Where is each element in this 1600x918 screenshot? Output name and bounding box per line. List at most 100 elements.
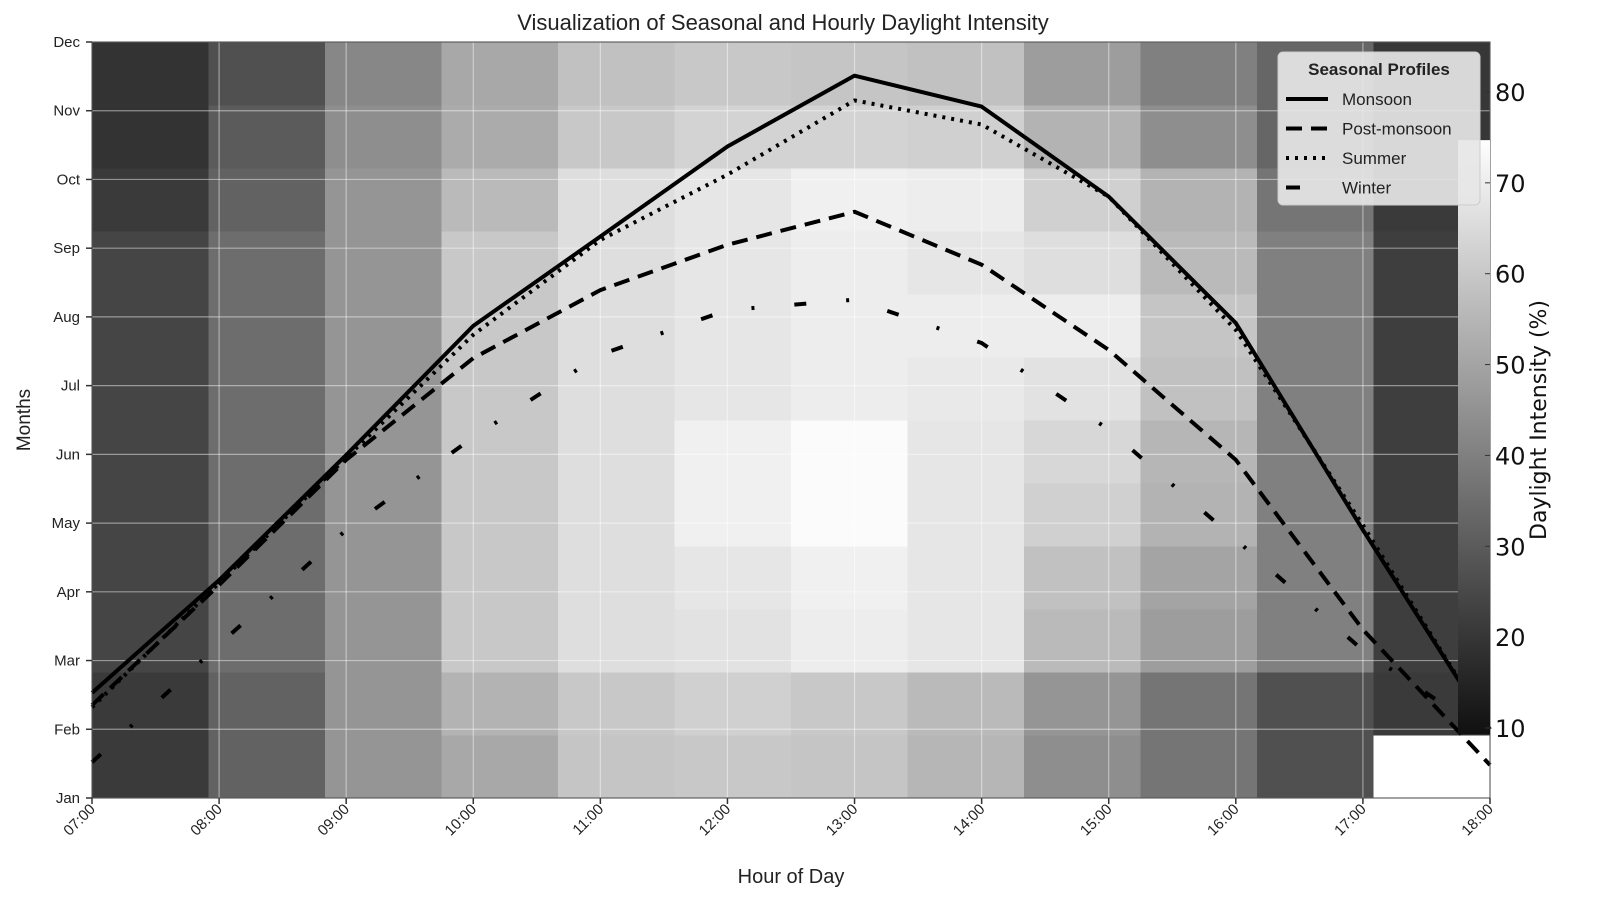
heatmap-cell bbox=[208, 294, 326, 358]
colorbar-label: Daylight Intensity (%) bbox=[1527, 300, 1552, 540]
heatmap-cell bbox=[907, 42, 1025, 106]
heatmap-cell bbox=[92, 483, 209, 547]
heatmap-cell bbox=[92, 42, 209, 106]
x-tick-label: 17:00 bbox=[1331, 801, 1370, 840]
heatmap-cell bbox=[1024, 735, 1141, 799]
heatmap-cell bbox=[674, 546, 792, 610]
y-tick-label: Oct bbox=[57, 171, 81, 188]
heatmap-cell bbox=[208, 735, 326, 799]
heatmap-cell bbox=[674, 609, 792, 673]
heatmap-cell bbox=[1140, 105, 1258, 169]
heatmap-cell bbox=[1024, 231, 1141, 295]
x-axis-label: Hour of Day bbox=[738, 866, 845, 888]
heatmap-cell bbox=[907, 672, 1025, 736]
heatmap-cell bbox=[441, 420, 559, 484]
heatmap-cell bbox=[674, 105, 792, 169]
heatmap-cell bbox=[791, 231, 908, 295]
heatmap-cell bbox=[558, 42, 675, 106]
heatmap-cell bbox=[1024, 420, 1141, 484]
heatmap-cell bbox=[208, 168, 326, 232]
heatmap-cell bbox=[907, 483, 1025, 547]
series-line-post-monsoon bbox=[90, 209, 1492, 767]
heatmap-cell bbox=[92, 672, 209, 736]
y-tick-label: Jun bbox=[56, 446, 80, 463]
x-tick-label: 11:00 bbox=[569, 801, 607, 839]
heatmap-cell bbox=[674, 735, 792, 799]
heatmap-cell bbox=[1140, 168, 1258, 232]
x-tick-label: 16:00 bbox=[1204, 801, 1243, 840]
heatmap-cell bbox=[92, 357, 209, 421]
heatmap-cell bbox=[1257, 231, 1374, 295]
heatmap-cell bbox=[92, 231, 209, 295]
heatmap-cell bbox=[558, 105, 675, 169]
heatmap-cell bbox=[791, 735, 908, 799]
heatmap-cell bbox=[1024, 357, 1141, 421]
legend-box bbox=[1277, 51, 1481, 206]
heatmap-cell bbox=[325, 672, 442, 736]
heatmap-cell bbox=[92, 735, 209, 799]
heatmap-cell bbox=[558, 672, 675, 736]
x-tick-label: 10:00 bbox=[442, 801, 481, 840]
heatmap-cell bbox=[674, 357, 792, 421]
heatmap-cell bbox=[558, 357, 675, 421]
heatmap-cell bbox=[92, 294, 209, 358]
heatmap-cell bbox=[208, 420, 326, 484]
heatmap-cell bbox=[907, 168, 1025, 232]
legend-label: Monsoon bbox=[1342, 90, 1412, 109]
heatmap-cell bbox=[558, 420, 675, 484]
heatmap-cell bbox=[441, 483, 559, 547]
y-tick-label: Apr bbox=[57, 584, 80, 601]
heatmap-cell bbox=[1140, 357, 1258, 421]
colorbar-bar bbox=[1458, 140, 1490, 735]
heatmap-cell bbox=[208, 42, 326, 106]
heatmap-cell bbox=[92, 546, 209, 610]
heatmap-cell bbox=[1024, 609, 1141, 673]
colorbar-tick-label: 40 bbox=[1495, 442, 1526, 470]
heatmap-cell bbox=[558, 546, 675, 610]
heatmap-cell bbox=[325, 168, 442, 232]
heatmap-cell bbox=[791, 546, 908, 610]
x-tick-label: 08:00 bbox=[187, 801, 226, 840]
heatmap-cell bbox=[907, 609, 1025, 673]
heatmap-cell bbox=[1140, 609, 1258, 673]
colorbar: 10 20 30 40 50 60 70 80 bbox=[1458, 79, 1526, 743]
legend: Seasonal Profiles Monsoon Post-monsoon Sum… bbox=[1277, 51, 1481, 206]
legend-title: Seasonal Profiles bbox=[1308, 60, 1450, 79]
y-tick-label: Sep bbox=[53, 240, 80, 257]
heatmap-cell bbox=[907, 735, 1025, 799]
heatmap-cell bbox=[325, 231, 442, 295]
y-tick-label: Jul bbox=[61, 378, 80, 395]
heatmap-cell bbox=[441, 672, 559, 736]
heatmap-cell bbox=[1140, 483, 1258, 547]
heatmap-cell bbox=[1257, 735, 1374, 799]
x-axis-ticks: 07:00 08:00 09:00 10:00 11:00 12:00 13:00 14:00… bbox=[60, 798, 1497, 839]
heatmap-cell bbox=[1140, 672, 1258, 736]
heatmap-cell bbox=[1024, 42, 1141, 106]
heatmap-cell bbox=[558, 609, 675, 673]
heatmap-cell bbox=[325, 609, 442, 673]
y-axis-label: Months bbox=[14, 389, 35, 451]
heatmap-cell bbox=[791, 168, 908, 232]
colorbar-tick-label: 80 bbox=[1495, 79, 1526, 107]
heatmap-cell bbox=[441, 105, 559, 169]
heatmap-cell bbox=[791, 420, 908, 484]
heatmap-cell bbox=[1257, 546, 1374, 610]
heatmap-cell bbox=[92, 168, 209, 232]
heatmap-cell bbox=[791, 42, 908, 106]
heatmap-cell bbox=[791, 294, 908, 358]
heatmap-cell bbox=[441, 168, 559, 232]
legend-label: Post-monsoon bbox=[1342, 120, 1452, 139]
legend-label: Summer bbox=[1342, 149, 1407, 168]
heatmap-cell bbox=[791, 672, 908, 736]
series-line-monsoon bbox=[90, 73, 1492, 731]
heatmap-cell bbox=[441, 609, 559, 673]
x-tick-label: 18:00 bbox=[1458, 801, 1497, 840]
heatmap bbox=[92, 42, 1491, 799]
heatmap-cell bbox=[1024, 546, 1141, 610]
heatmap-cell bbox=[558, 483, 675, 547]
heatmap-cell bbox=[441, 357, 559, 421]
y-tick-label: Aug bbox=[53, 309, 80, 326]
heatmap-cell bbox=[558, 168, 675, 232]
heatmap-cell bbox=[325, 546, 442, 610]
